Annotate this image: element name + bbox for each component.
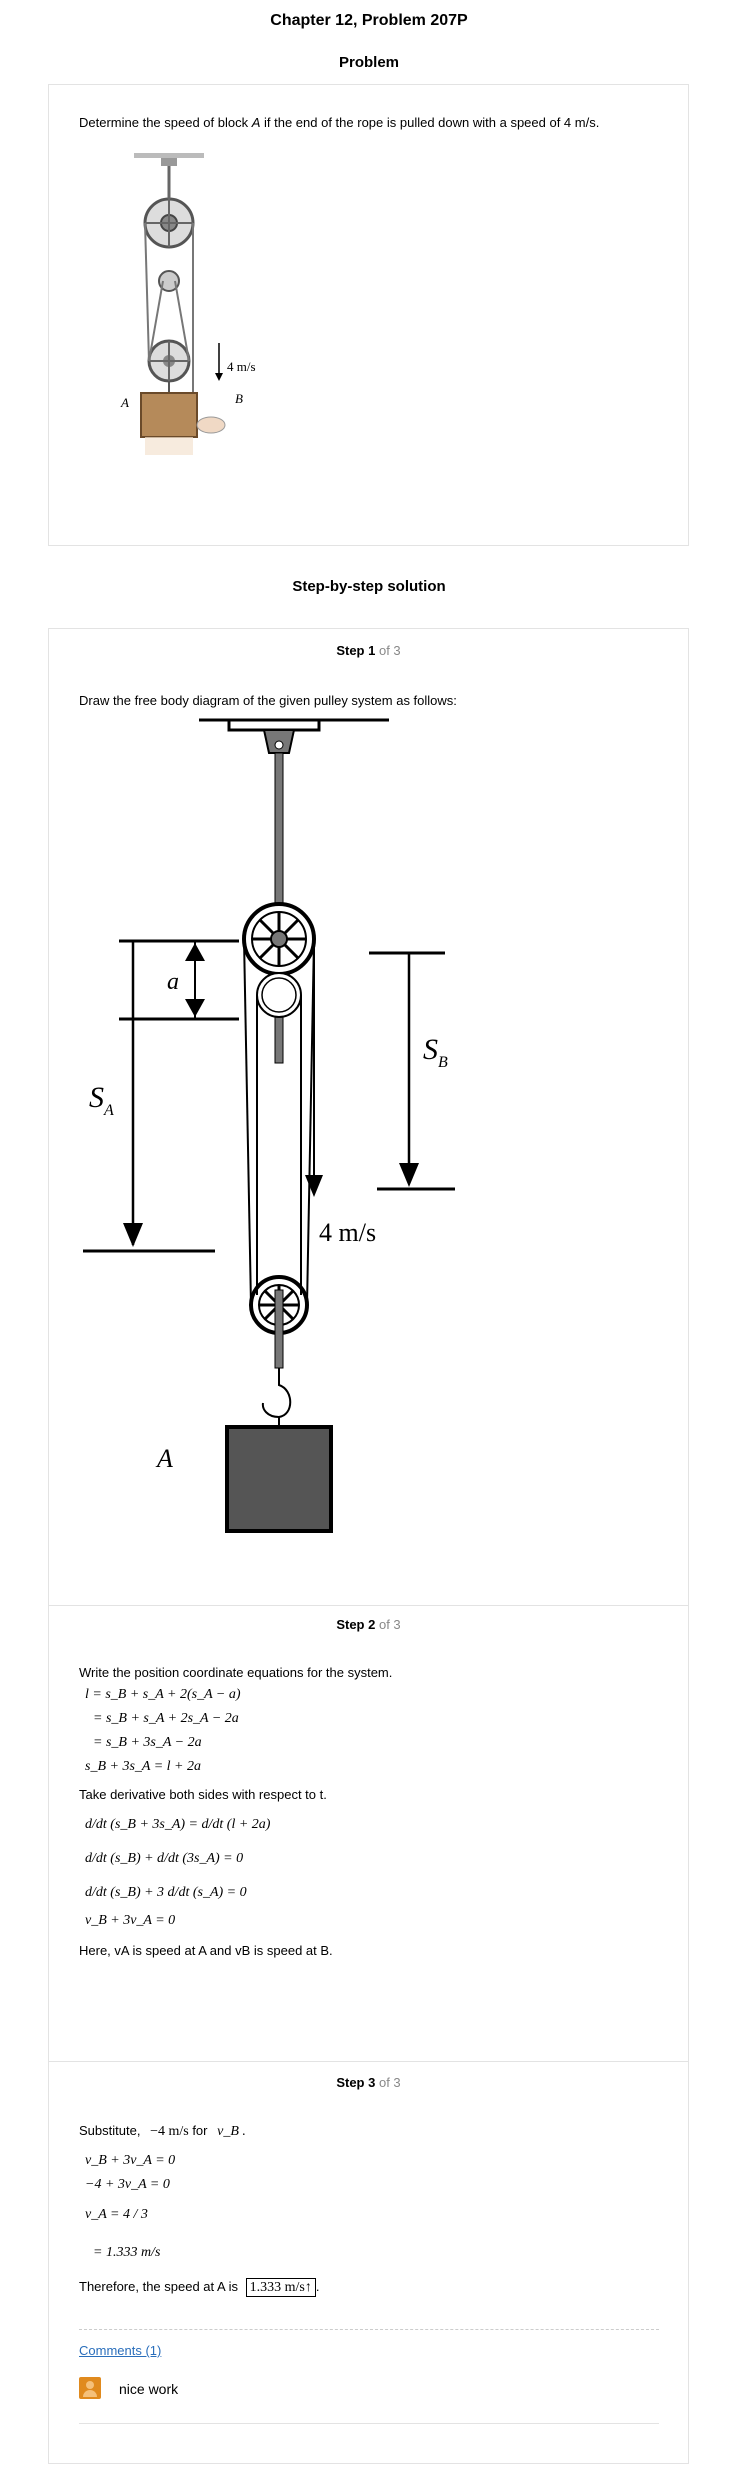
pulley-diagram: 4 m/s A a SA SB xyxy=(83,718,455,1533)
page-title: Chapter 12, Problem 207P xyxy=(270,12,468,29)
equation-line: d/dt (s_B) + 3 d/dt (s_A) = 0 xyxy=(85,1885,247,1900)
comment-avatar xyxy=(79,2377,101,2399)
problem-label-a: A xyxy=(120,395,129,410)
diagram-speed-label: 4 m/s xyxy=(319,1218,376,1247)
user-icon xyxy=(86,2381,94,2389)
equation-line: = s_B + 3s_A − 2a xyxy=(93,1735,202,1750)
answer-box: 1.333 m/s↑ xyxy=(245,2278,316,2297)
speed-note: Here, vA is speed at A and vB is speed a… xyxy=(79,1943,333,1958)
problem-label-b: B xyxy=(235,391,243,406)
step-3-header: Step 3 of 3 xyxy=(336,2075,401,2090)
diagram-sb-label: SB xyxy=(423,1033,448,1071)
equation-line: = 1.333 m/s xyxy=(93,2245,161,2260)
diagram-sa-label: SA xyxy=(89,1081,114,1119)
equation-line: −4 + 3v_A = 0 xyxy=(85,2177,170,2192)
equation-line: d/dt (s_B + 3s_A) = d/dt (l + 2a) xyxy=(85,1817,271,1832)
equation-line: v_B + 3v_A = 0 xyxy=(85,2153,176,2168)
conclusion-line: Therefore, the speed at A is 1.333 m/s↑. xyxy=(79,2278,320,2297)
problem-statement: Determine the speed of block A if the en… xyxy=(79,115,600,130)
equation-line: = s_B + s_A + 2s_A − 2a xyxy=(93,1711,239,1726)
step-2-intro: Write the position coordinate equations … xyxy=(79,1665,393,1680)
comment-divider xyxy=(79,2423,659,2424)
step-2-header: Step 2 of 3 xyxy=(336,1617,401,1632)
derivative-text: Take derivative both sides with respect … xyxy=(79,1787,327,1802)
step-divider xyxy=(49,1605,688,1606)
step-divider xyxy=(49,2061,688,2062)
comments-link[interactable]: Comments (1) xyxy=(79,2343,162,2358)
equation-line: l = s_B + s_A + 2(s_A − a) xyxy=(85,1687,241,1702)
equation-line: v_B + 3v_A = 0 xyxy=(85,1913,176,1928)
solution-panel: Step 1 of 3 Draw the free body diagram o… xyxy=(48,628,689,2464)
equation-line: v_A = 4 / 3 xyxy=(85,2207,148,2222)
comment-text: nice work xyxy=(119,2381,179,2397)
equation-line: d/dt (s_B) + d/dt (3s_A) = 0 xyxy=(85,1851,244,1866)
diagram-a-label: a xyxy=(167,969,179,995)
problem-speed-label: 4 m/s xyxy=(227,359,256,374)
equation-line: s_B + 3s_A = l + 2a xyxy=(85,1759,201,1774)
diagram-block-label: A xyxy=(155,1444,173,1473)
step-1-text: Draw the free body diagram of the given … xyxy=(79,693,457,708)
comments-divider xyxy=(79,2329,659,2330)
problem-panel: Determine the speed of block A if the en… xyxy=(48,84,689,546)
step-1-header: Step 1 of 3 xyxy=(336,643,401,658)
problem-figure: 4 m/s B A xyxy=(120,153,256,455)
substitute-line: Substitute, −4 m/s for v_B . xyxy=(79,2123,246,2139)
solution-heading: Step-by-step solution xyxy=(292,578,446,595)
problem-heading: Problem xyxy=(338,54,399,71)
